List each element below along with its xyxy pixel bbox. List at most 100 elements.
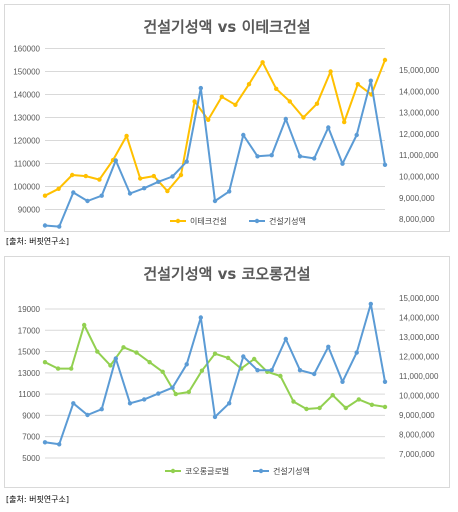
chart-panel-etech: 건설기성액 vs 이테크건설 160000 150000 140000 130000 12… (4, 4, 450, 232)
data-point (160, 369, 165, 374)
data-point (113, 356, 119, 361)
data-point (355, 82, 360, 87)
data-point (260, 60, 265, 65)
data-point (108, 363, 113, 368)
left-tick-label: 100000 (13, 183, 40, 192)
chart-panel-kolon: 건설기성액 vs 코오롱건설 19000 17000 15000 13000 11000 9… (4, 256, 450, 488)
left-tick-label: 9000 (22, 411, 40, 420)
data-point (278, 373, 283, 379)
data-point (142, 397, 147, 402)
right-tick-label: 11,000,000 (399, 151, 439, 160)
data-point (369, 402, 375, 407)
data-point (252, 356, 257, 362)
right-tick-label: 14,000,000 (399, 314, 440, 323)
data-point (99, 193, 104, 198)
series-line-construction (44, 302, 386, 446)
data-point (326, 344, 331, 349)
data-point (95, 349, 100, 354)
data-point (326, 125, 331, 130)
data-point (356, 397, 361, 402)
data-point (274, 86, 279, 92)
data-point (269, 153, 274, 158)
data-point (198, 315, 203, 320)
series-line-construction (44, 79, 386, 228)
data-point (301, 115, 306, 120)
legend-swatch-marker (254, 218, 260, 224)
data-point (283, 116, 288, 122)
data-point (314, 101, 320, 106)
data-point (241, 132, 246, 138)
data-point (113, 158, 119, 163)
data-point (151, 173, 156, 179)
left-tick-label: 19000 (18, 305, 41, 314)
chart-title: 건설기성액 vs 이테크건설 (143, 18, 310, 36)
left-tick-label: 5000 (22, 454, 40, 463)
data-point (156, 179, 161, 184)
data-point (342, 119, 347, 125)
data-point (192, 99, 197, 104)
data-point (269, 368, 274, 373)
data-point (255, 368, 260, 373)
right-tick-label: 15,000,000 (399, 66, 440, 75)
data-point (85, 198, 90, 204)
data-point (255, 154, 260, 159)
data-point (241, 354, 246, 359)
right-tick-label: 10,000,000 (399, 392, 440, 401)
data-point (165, 188, 170, 194)
right-tick-label: 14,000,000 (399, 87, 440, 96)
data-point (42, 440, 48, 445)
right-tick-label: 13,000,000 (399, 109, 440, 118)
legend-entry: 코오롱글로벌 (185, 466, 229, 476)
data-point (291, 399, 296, 404)
left-tick-label: 13000 (18, 369, 41, 378)
left-tick-label: 130000 (13, 114, 40, 123)
data-point (225, 355, 231, 361)
data-point (170, 385, 175, 390)
left-tick-label: 150000 (13, 68, 40, 77)
right-tick-label: 11,000,000 (399, 372, 439, 381)
legend-swatch-marker (258, 468, 264, 474)
data-point (127, 401, 133, 406)
data-point (156, 391, 161, 396)
chart-etech: 건설기성액 vs 이테크건설 160000 150000 140000 130000 12… (13, 18, 440, 229)
chart-title: 건설기성액 vs 코오롱건설 (143, 265, 310, 283)
data-point (71, 190, 76, 195)
data-point (42, 360, 48, 365)
left-tick-label: 90000 (18, 206, 41, 215)
legend-entry: 이테크건설 (190, 216, 227, 226)
data-point (57, 442, 62, 447)
data-point (127, 191, 133, 196)
right-tick-label: 13,000,000 (399, 333, 440, 342)
series-line-company (44, 59, 386, 197)
data-point (121, 345, 126, 350)
right-tick-label: 9,000,000 (399, 411, 435, 420)
right-tick-label: 7,000,000 (399, 450, 435, 459)
data-point (142, 186, 147, 191)
data-point (283, 336, 288, 342)
left-tick-label: 11000 (18, 390, 40, 399)
data-point (184, 362, 189, 367)
data-point (382, 379, 388, 384)
data-point (354, 132, 359, 138)
data-point (206, 117, 211, 123)
legend-entry: 건설기성액 (273, 466, 310, 476)
data-point (304, 406, 309, 412)
left-tick-label: 120000 (13, 137, 40, 146)
data-point (219, 94, 224, 100)
data-point (97, 177, 102, 182)
data-point (246, 82, 252, 87)
data-point (330, 393, 335, 398)
right-tick-label: 8,000,000 (399, 431, 435, 440)
data-point (82, 322, 87, 328)
chart-kolon: 건설기성액 vs 코오롱건설 19000 17000 15000 13000 11000 9… (18, 265, 440, 476)
data-point (198, 85, 203, 91)
data-point (368, 78, 373, 83)
left-tick-label: 15000 (18, 348, 41, 357)
data-point (382, 57, 388, 63)
data-point (227, 189, 232, 194)
source-caption-2: [출처: 버핏연구소] (6, 495, 69, 504)
right-tick-label: 15,000,000 (399, 294, 440, 303)
data-point (173, 391, 178, 397)
data-point (42, 193, 48, 198)
data-point (70, 172, 75, 178)
